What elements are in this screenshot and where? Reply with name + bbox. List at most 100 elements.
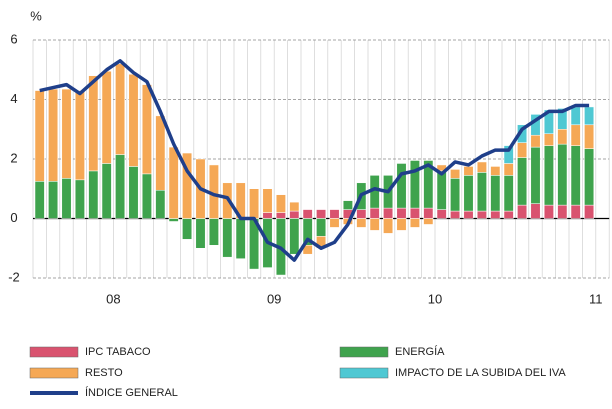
bar [570,124,581,146]
y-tick-label: 2 [10,150,17,165]
bar [570,106,581,126]
bar [316,209,327,219]
bar [476,172,487,212]
bar [74,90,85,181]
bar [409,218,420,228]
bar [409,160,420,209]
bar [115,154,126,219]
bar [342,200,353,210]
bar [530,134,541,148]
bar [262,212,273,219]
bar [275,212,286,219]
bar [61,88,72,179]
bar [450,210,461,219]
y-tick-label: -2 [8,269,20,284]
bar [208,218,219,246]
bar [570,145,581,206]
bar [222,218,233,258]
bar [450,178,461,212]
bar [543,133,554,146]
bar [356,209,367,219]
x-tick-label: 11 [589,291,603,306]
x-tick-label: 09 [267,291,281,306]
bar [356,218,367,228]
bar [503,145,514,164]
bar [141,173,152,219]
legend-swatch [29,346,79,358]
bar [329,218,340,228]
bar [128,166,139,219]
bar [155,189,166,219]
bar [584,106,595,126]
bar [289,218,300,255]
bar [463,210,474,219]
bar [88,170,99,219]
bar [557,204,568,219]
bar [463,175,474,212]
bar [182,218,193,240]
legend-label: RESTO [85,367,123,379]
y-tick-label: 4 [10,91,17,106]
bar [101,163,112,219]
bar [463,166,474,176]
bar [74,179,85,219]
bar [168,218,179,222]
bar [476,161,487,173]
legend-label: ÍNDICE GENERAL [85,386,178,399]
bar [396,218,407,231]
bar [503,175,514,212]
legend-label: IMPACTO DE LA SUBIDA DEL IVA [395,367,566,379]
bar [316,218,327,237]
bar [155,115,166,191]
bar [557,108,568,130]
bar [275,194,286,213]
bar [517,142,528,158]
bar [168,146,179,219]
bar [490,210,501,219]
bar [88,75,99,172]
bar [490,175,501,212]
bar [530,203,541,219]
bar [557,143,568,206]
bar [182,152,193,219]
bar [383,207,394,219]
bar [436,209,447,219]
bar [490,166,501,176]
bar [517,204,528,219]
legend-swatch [339,367,389,379]
bar [141,84,152,175]
bar [48,181,59,219]
legend-swatch [29,367,79,379]
bar [289,210,300,219]
y-tick-label: 6 [10,31,17,46]
bar [369,218,380,231]
bar [369,207,380,219]
x-tick-label: 08 [106,291,120,306]
bar [584,148,595,206]
bar [436,170,447,210]
bar [396,207,407,219]
bar [262,188,273,213]
bar [115,63,126,155]
bar [517,157,528,206]
y-tick-label: 0 [10,210,17,225]
bar [34,181,45,219]
bar [584,124,595,149]
bar [128,73,139,167]
bar [61,178,72,219]
y-unit: % [30,8,42,23]
bar [543,204,554,219]
bar [302,209,313,219]
legend-label: IPC TABACO [85,346,151,358]
bar [289,201,300,212]
legend-label: ENERGÍA [395,345,445,358]
legend-swatch [339,346,389,358]
bar [34,90,45,182]
bar [450,169,461,179]
bar [249,188,260,219]
bar [409,207,420,219]
bar [503,210,514,219]
bar [195,218,206,249]
bar [329,209,340,219]
